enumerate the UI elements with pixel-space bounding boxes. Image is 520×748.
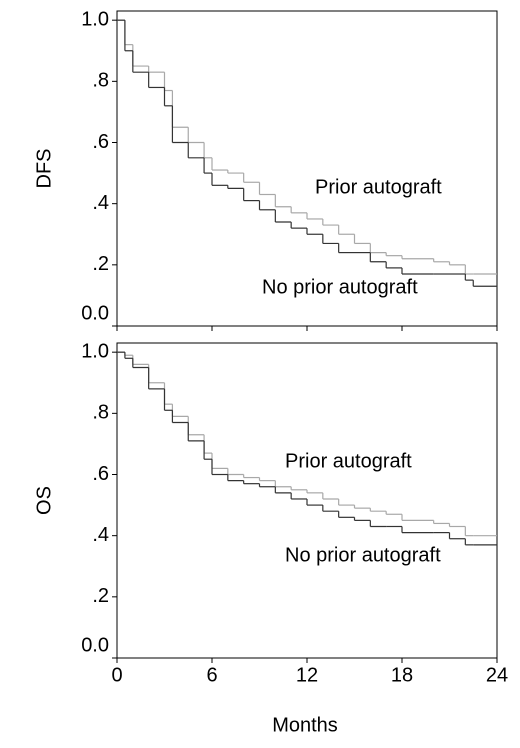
y-tick-label: .4 bbox=[92, 192, 109, 214]
curve-label: Prior autograft bbox=[285, 450, 412, 472]
x-tick-label: 12 bbox=[296, 664, 318, 686]
y-tick-label: .8 bbox=[92, 402, 109, 424]
y-tick-label: 0.0 bbox=[81, 634, 109, 656]
x-tick-label: 0 bbox=[111, 664, 122, 686]
y-tick-label: .6 bbox=[92, 131, 109, 153]
y-tick-label: 1.0 bbox=[81, 340, 109, 362]
y-tick-label: .6 bbox=[92, 463, 109, 485]
y-tick-label: 0.0 bbox=[81, 302, 109, 324]
x-tick-label: 24 bbox=[486, 664, 508, 686]
curve-label: Prior autograft bbox=[315, 176, 442, 198]
curve-label: No prior autograft bbox=[262, 276, 418, 298]
y-tick-label: .2 bbox=[92, 585, 109, 607]
y-tick-label: .2 bbox=[92, 253, 109, 275]
x-tick-label: 18 bbox=[391, 664, 413, 686]
x-tick-label: 6 bbox=[206, 664, 217, 686]
y-axis-label: DFS bbox=[33, 149, 55, 189]
y-tick-label: .4 bbox=[92, 524, 109, 546]
y-axis-label: OS bbox=[33, 486, 55, 515]
y-tick-label: 1.0 bbox=[81, 8, 109, 30]
y-tick-label: .8 bbox=[92, 70, 109, 92]
curve-label: No prior autograft bbox=[285, 544, 441, 566]
x-axis-label: Months bbox=[272, 714, 338, 736]
